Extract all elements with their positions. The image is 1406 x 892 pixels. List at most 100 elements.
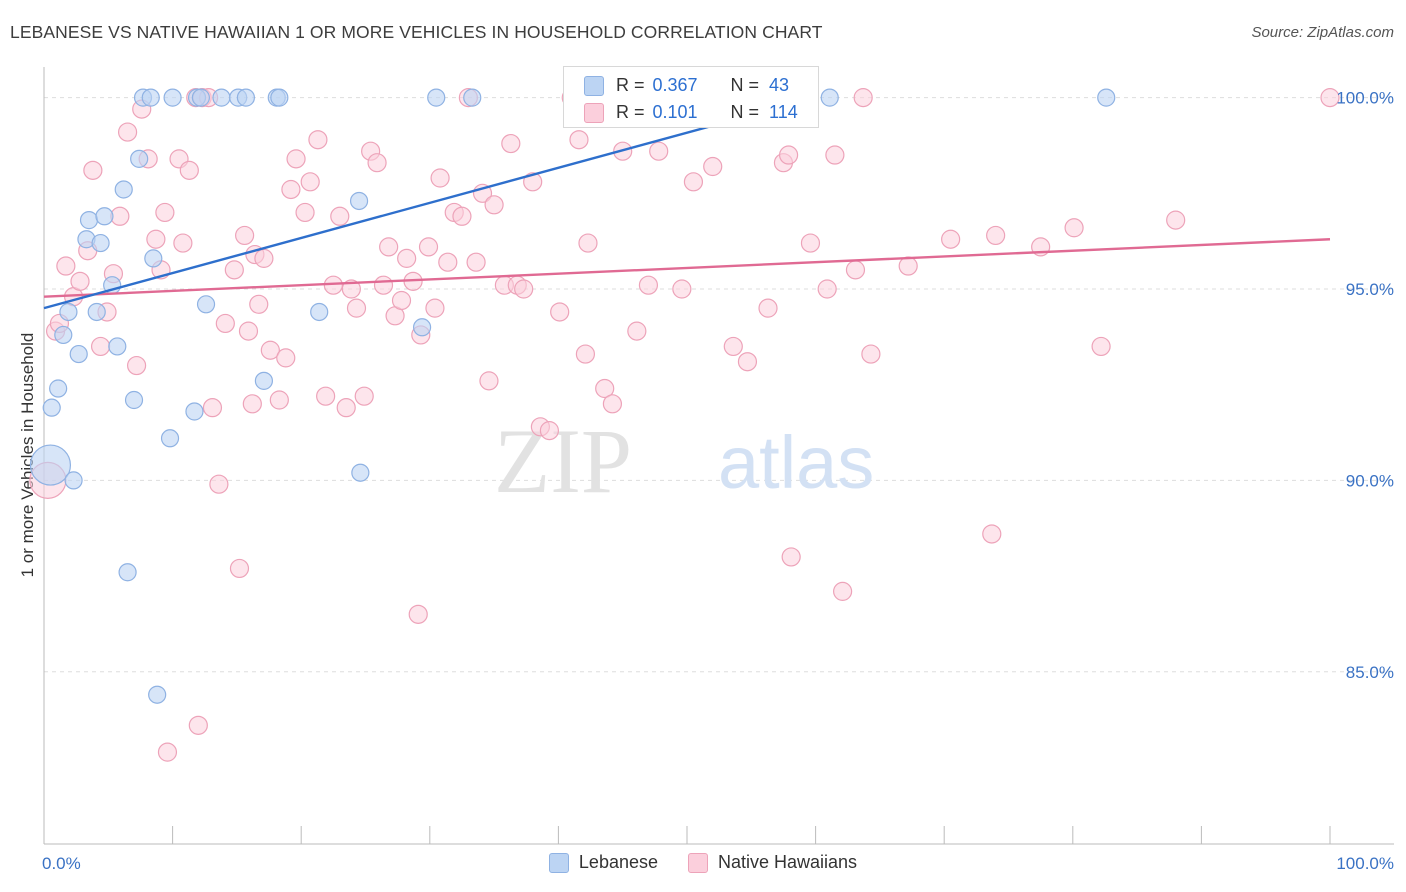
lebanese-swatch bbox=[548, 852, 569, 873]
native-hawaiians-point bbox=[235, 225, 255, 246]
lebanese-point bbox=[91, 233, 110, 253]
native-hawaiians-point bbox=[683, 172, 704, 192]
native-hawaiians-point bbox=[346, 298, 367, 318]
native-hawaiians-point bbox=[845, 260, 866, 280]
stats-box: R = 0.367 N = 43 R = 0.101 N = 114 bbox=[563, 66, 819, 128]
native-hawaiians-point bbox=[316, 386, 336, 406]
x-tick-label: 0.0% bbox=[42, 854, 81, 873]
native-hawaiians-point bbox=[430, 168, 450, 188]
lebanese-point bbox=[236, 88, 256, 107]
native-hawaiians-point bbox=[202, 398, 223, 418]
lebanese-point bbox=[254, 371, 274, 390]
lebanese-point bbox=[42, 398, 61, 417]
native-hawaiians-point bbox=[179, 160, 199, 180]
y-tick-label: 90.0% bbox=[1346, 471, 1394, 490]
native-hawaiians-point bbox=[982, 524, 1002, 544]
native-hawaiians-point bbox=[514, 279, 534, 299]
n-label: N = bbox=[730, 102, 760, 122]
chart-title: LEBANESE VS NATIVE HAWAIIAN 1 OR MORE VE… bbox=[10, 22, 823, 42]
lebanese-point bbox=[114, 180, 133, 199]
native-hawaiians-point bbox=[853, 88, 873, 108]
lebanese-point bbox=[79, 211, 99, 230]
lebanese-point bbox=[87, 302, 106, 322]
tick-labels: 100.0% 95.0% 90.0% 85.0% 0.0% 100.0% bbox=[42, 89, 1394, 873]
native-hawaiians-point bbox=[649, 141, 669, 161]
lebanese-point bbox=[196, 295, 216, 314]
native-hawaiians-point bbox=[242, 394, 262, 414]
x-tick-label: 100.0% bbox=[1336, 854, 1394, 873]
lebanese-trend-line bbox=[43, 96, 816, 310]
watermark-zip: ZIP bbox=[494, 410, 632, 512]
native-hawaiians-point bbox=[126, 355, 147, 376]
lebanese-point bbox=[144, 249, 163, 268]
native-hawaiians-point bbox=[825, 145, 845, 165]
native-hawaiians-trend-line bbox=[43, 238, 1331, 298]
gridlines bbox=[44, 97, 1394, 673]
native-hawaiians-point bbox=[602, 394, 623, 414]
lebanese-point bbox=[95, 207, 114, 226]
lebanese-point bbox=[351, 463, 370, 482]
lebanese-point bbox=[69, 344, 88, 364]
n-value: 114 bbox=[769, 102, 798, 122]
stats-row-lebanese: R = 0.367 N = 43 bbox=[584, 75, 789, 96]
lebanese-point bbox=[54, 325, 73, 345]
native-hawaiians-point bbox=[778, 145, 799, 165]
native-hawaiians-point bbox=[295, 202, 315, 223]
native-hawaiians-point bbox=[466, 252, 486, 272]
native-hawaiians-point bbox=[898, 256, 918, 276]
y-tick-label: 95.0% bbox=[1346, 280, 1394, 299]
y-tick-label: 100.0% bbox=[1336, 89, 1394, 108]
native-hawaiians-point bbox=[56, 256, 76, 276]
lebanese-point bbox=[412, 318, 432, 337]
lebanese-point bbox=[270, 88, 289, 107]
native-hawaiians-point bbox=[286, 149, 306, 169]
native-hawaiians-point bbox=[300, 172, 320, 192]
native-hawaiians-point bbox=[861, 344, 881, 364]
native-hawaiians-point bbox=[484, 195, 504, 215]
legend-item-lebanese[interactable]: Lebanese bbox=[548, 852, 658, 873]
native-hawaiians-point bbox=[224, 260, 244, 280]
native-hawaiians-point bbox=[229, 558, 250, 579]
native-hawaiians-point bbox=[379, 237, 399, 257]
native-hawaiians-point bbox=[1091, 336, 1111, 357]
lebanese-point bbox=[59, 302, 78, 322]
native-hawaiians-point bbox=[1166, 210, 1186, 230]
native-hawaiians-point bbox=[188, 715, 208, 735]
lebanese-point bbox=[820, 88, 839, 107]
legend: Lebanese Native Hawaiians bbox=[0, 852, 1406, 873]
native-hawaiians-point bbox=[408, 604, 428, 624]
native-hawaiians-point bbox=[269, 390, 289, 410]
native-hawaiians-point bbox=[157, 742, 178, 762]
native-hawaiians-point bbox=[703, 156, 723, 177]
lebanese-point bbox=[427, 88, 446, 107]
native-hawaiians-point bbox=[90, 336, 111, 357]
lebanese-point bbox=[118, 563, 137, 582]
native-hawaiians-point bbox=[367, 153, 387, 173]
native-hawaiians-point bbox=[550, 302, 570, 322]
lebanese-point bbox=[108, 337, 127, 356]
legend-item-native-hawaiians[interactable]: Native Hawaiians bbox=[688, 852, 857, 873]
native-hawaiians-point bbox=[336, 398, 356, 418]
native-hawaiians-point bbox=[672, 279, 692, 299]
lebanese-point bbox=[124, 390, 144, 410]
native-hawaiians-point bbox=[781, 547, 801, 567]
native-hawaiians-point bbox=[209, 474, 229, 494]
native-hawaiians-point bbox=[70, 271, 90, 291]
native-hawaiians-point bbox=[479, 371, 499, 391]
native-hawaiians-swatch bbox=[688, 852, 708, 873]
native-hawaiians-point bbox=[354, 386, 374, 406]
native-hawaiians-point bbox=[986, 225, 1006, 246]
lebanese-point bbox=[148, 685, 167, 704]
native-hawaiians-point bbox=[260, 340, 280, 360]
native-hawaiians-point bbox=[941, 229, 961, 249]
native-hawaiians-point bbox=[373, 275, 394, 295]
native-hawaiians-point bbox=[1320, 88, 1340, 108]
native-hawaiians-point bbox=[418, 237, 439, 257]
lebanese-swatch bbox=[584, 75, 604, 96]
native-hawaiians-point bbox=[638, 275, 659, 295]
native-hawaiians-point bbox=[330, 206, 350, 226]
native-hawaiians-point bbox=[539, 421, 559, 441]
source-label: Source: ZipAtlas.com bbox=[1251, 24, 1394, 41]
native-hawaiians-swatch bbox=[584, 102, 604, 123]
